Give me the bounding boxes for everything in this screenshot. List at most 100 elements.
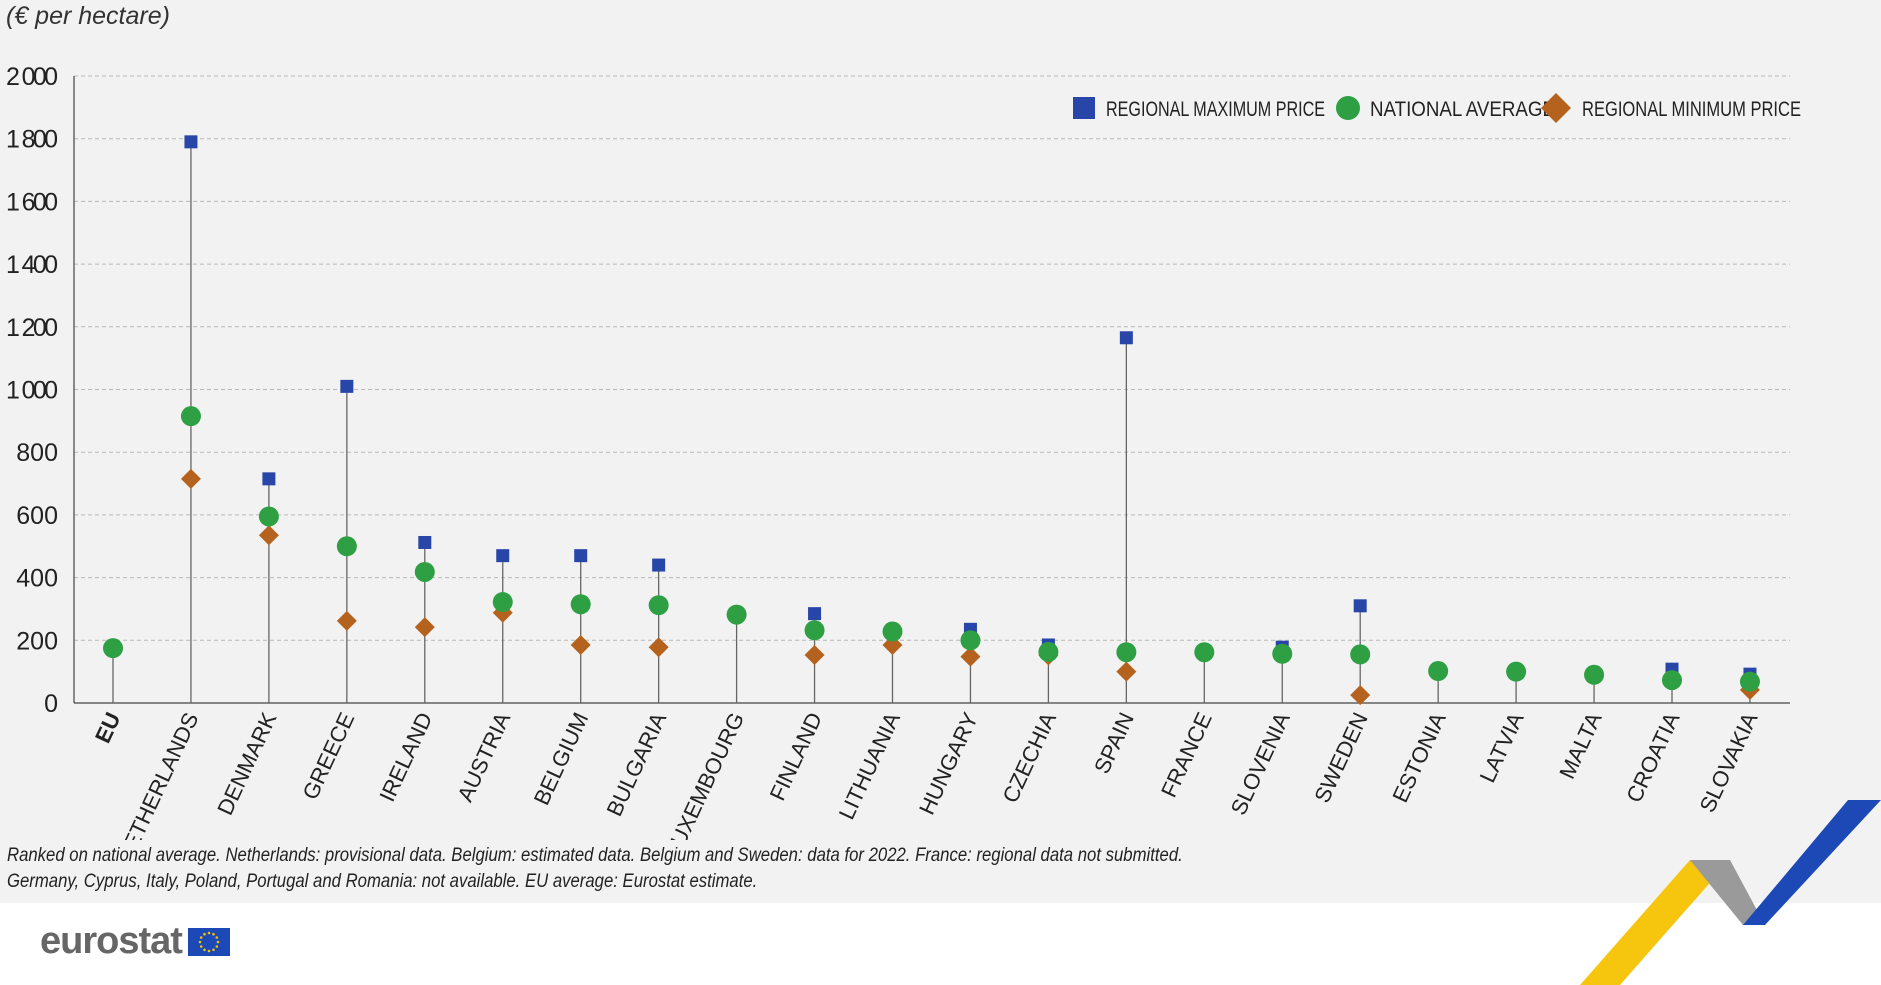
national-average-marker — [1428, 661, 1449, 682]
national-average-marker — [882, 621, 903, 642]
eurostat-logo: eurostat — [40, 920, 230, 963]
flag-star — [207, 949, 211, 952]
national-average-marker — [960, 630, 981, 651]
min-price-marker — [336, 610, 357, 631]
x-tick-label: SPAIN — [1089, 709, 1139, 778]
legend-diamond-icon — [1541, 93, 1571, 123]
max-price-marker — [1353, 599, 1367, 613]
x-tick-label: FINLAND — [765, 709, 827, 805]
national-average-marker — [1506, 661, 1527, 682]
y-tick-label: 400 — [16, 565, 58, 593]
max-price-marker — [262, 472, 276, 486]
chart-panel — [0, 0, 1881, 903]
max-price-marker — [496, 549, 510, 563]
legend-label: REGIONAL MINIMUM PRICE — [1582, 98, 1801, 121]
flag-star — [199, 944, 203, 948]
x-tick-label: CZECHIA — [997, 708, 1061, 806]
eu-flag-icon — [187, 927, 230, 956]
stems — [112, 141, 1751, 703]
flag-star — [203, 947, 206, 951]
national-average-marker — [336, 536, 357, 557]
y-tick-label: 600 — [16, 502, 58, 530]
x-tick-label: EU — [90, 709, 126, 747]
logo-text: eurostat — [40, 920, 183, 962]
max-price-marker — [418, 535, 432, 549]
x-tick-label: BELGIUM — [529, 709, 594, 809]
min-price-marker — [180, 468, 201, 489]
x-tick-label: GREECE — [297, 709, 359, 804]
y-axis-tick-labels: 0 200 400 600 800 1 000 1 200 1 400 1 600 1 800 2 … — [6, 63, 58, 718]
x-tick-label: MALTA — [1554, 708, 1606, 782]
y-tick-label: 200 — [16, 627, 58, 655]
national-average-marker — [570, 594, 591, 615]
gridlines — [73, 75, 1790, 704]
max-price-marker — [652, 558, 666, 572]
x-tick-label: LATVIA — [1475, 708, 1529, 786]
y-tick-label: 1 000 — [6, 377, 58, 405]
x-tick-label: SWEDEN — [1309, 709, 1372, 807]
unit-label: (€ per hectare) — [6, 2, 170, 30]
x-tick-label: FRANCE — [1156, 709, 1217, 802]
y-tick-label: 1 600 — [6, 188, 58, 216]
legend-label: NATIONAL AVERAGE — [1370, 98, 1555, 121]
national-average-marker — [1584, 664, 1605, 685]
national-average-marker — [1662, 670, 1682, 691]
national-average-marker — [1272, 643, 1293, 664]
min-price-marker — [960, 646, 981, 667]
legend: REGIONAL MAXIMUM PRICE NATIONAL AVERAGE RE… — [1073, 93, 1801, 123]
min-price-marker — [258, 525, 279, 546]
min-price-marker — [648, 637, 669, 658]
min-price-marker — [414, 617, 435, 638]
y-tick-label: 1 800 — [6, 126, 58, 154]
flag-star — [212, 932, 215, 936]
footnote-line: Germany, Cyprus, Italy, Poland, Portugal… — [7, 871, 758, 892]
x-tick-label: BULGARIA — [602, 708, 672, 820]
national-average-marker — [258, 506, 279, 527]
max-price-marker — [808, 607, 822, 621]
national-average-marker — [103, 638, 123, 659]
data-markers — [103, 135, 1760, 706]
max-price-marker — [1119, 331, 1133, 345]
national-average-marker — [180, 406, 201, 427]
national-average-marker — [1116, 642, 1137, 663]
x-tick-label: SLOVENIA — [1226, 708, 1295, 819]
x-tick-label: LITHUANIA — [834, 708, 905, 823]
national-average-marker — [1194, 642, 1215, 663]
x-tick-label: IRELAND — [374, 709, 437, 806]
x-tick-label: HUNGARY — [914, 708, 983, 818]
flag-star — [198, 940, 202, 943]
x-tick-label: NETHERLANDS — [112, 709, 204, 840]
footnotes: Ranked on national average. Netherlands:… — [7, 843, 1183, 895]
national-average-marker — [492, 592, 513, 613]
flag-star — [207, 931, 211, 934]
max-price-marker — [574, 549, 588, 563]
footnote-line: Ranked on national average. Netherlands:… — [7, 845, 1183, 866]
min-price-marker — [1116, 661, 1137, 682]
national-average-marker — [648, 595, 669, 616]
max-price-marker — [340, 379, 354, 393]
decorative-ribbon — [1580, 800, 1881, 985]
flag-star — [199, 935, 203, 939]
max-price-marker — [184, 135, 198, 149]
flag-star — [212, 947, 215, 951]
x-tick-label: AUSTRIA — [452, 708, 515, 805]
min-price-marker — [570, 635, 591, 656]
legend-circle-icon — [1336, 96, 1360, 120]
national-average-marker — [804, 620, 825, 641]
national-average-marker — [1350, 644, 1371, 665]
price-chart: 0 200 400 600 800 1 000 1 200 1 400 1 600 1 800 2 … — [6, 63, 1801, 840]
y-tick-label: 800 — [16, 439, 58, 467]
flag-star — [203, 932, 206, 936]
y-tick-label: 0 — [44, 690, 58, 718]
national-average-marker — [414, 561, 435, 582]
y-tick-label: 1 200 — [6, 314, 58, 342]
national-average-marker — [1038, 641, 1059, 662]
legend-square-icon — [1073, 97, 1095, 119]
legend-label: REGIONAL MAXIMUM PRICE — [1106, 98, 1325, 121]
flag-star — [215, 935, 219, 939]
x-tick-label: ESTONIA — [1387, 708, 1450, 806]
national-average-marker — [1739, 671, 1760, 692]
y-tick-label: 1 400 — [6, 251, 58, 279]
flag-star — [216, 940, 220, 943]
